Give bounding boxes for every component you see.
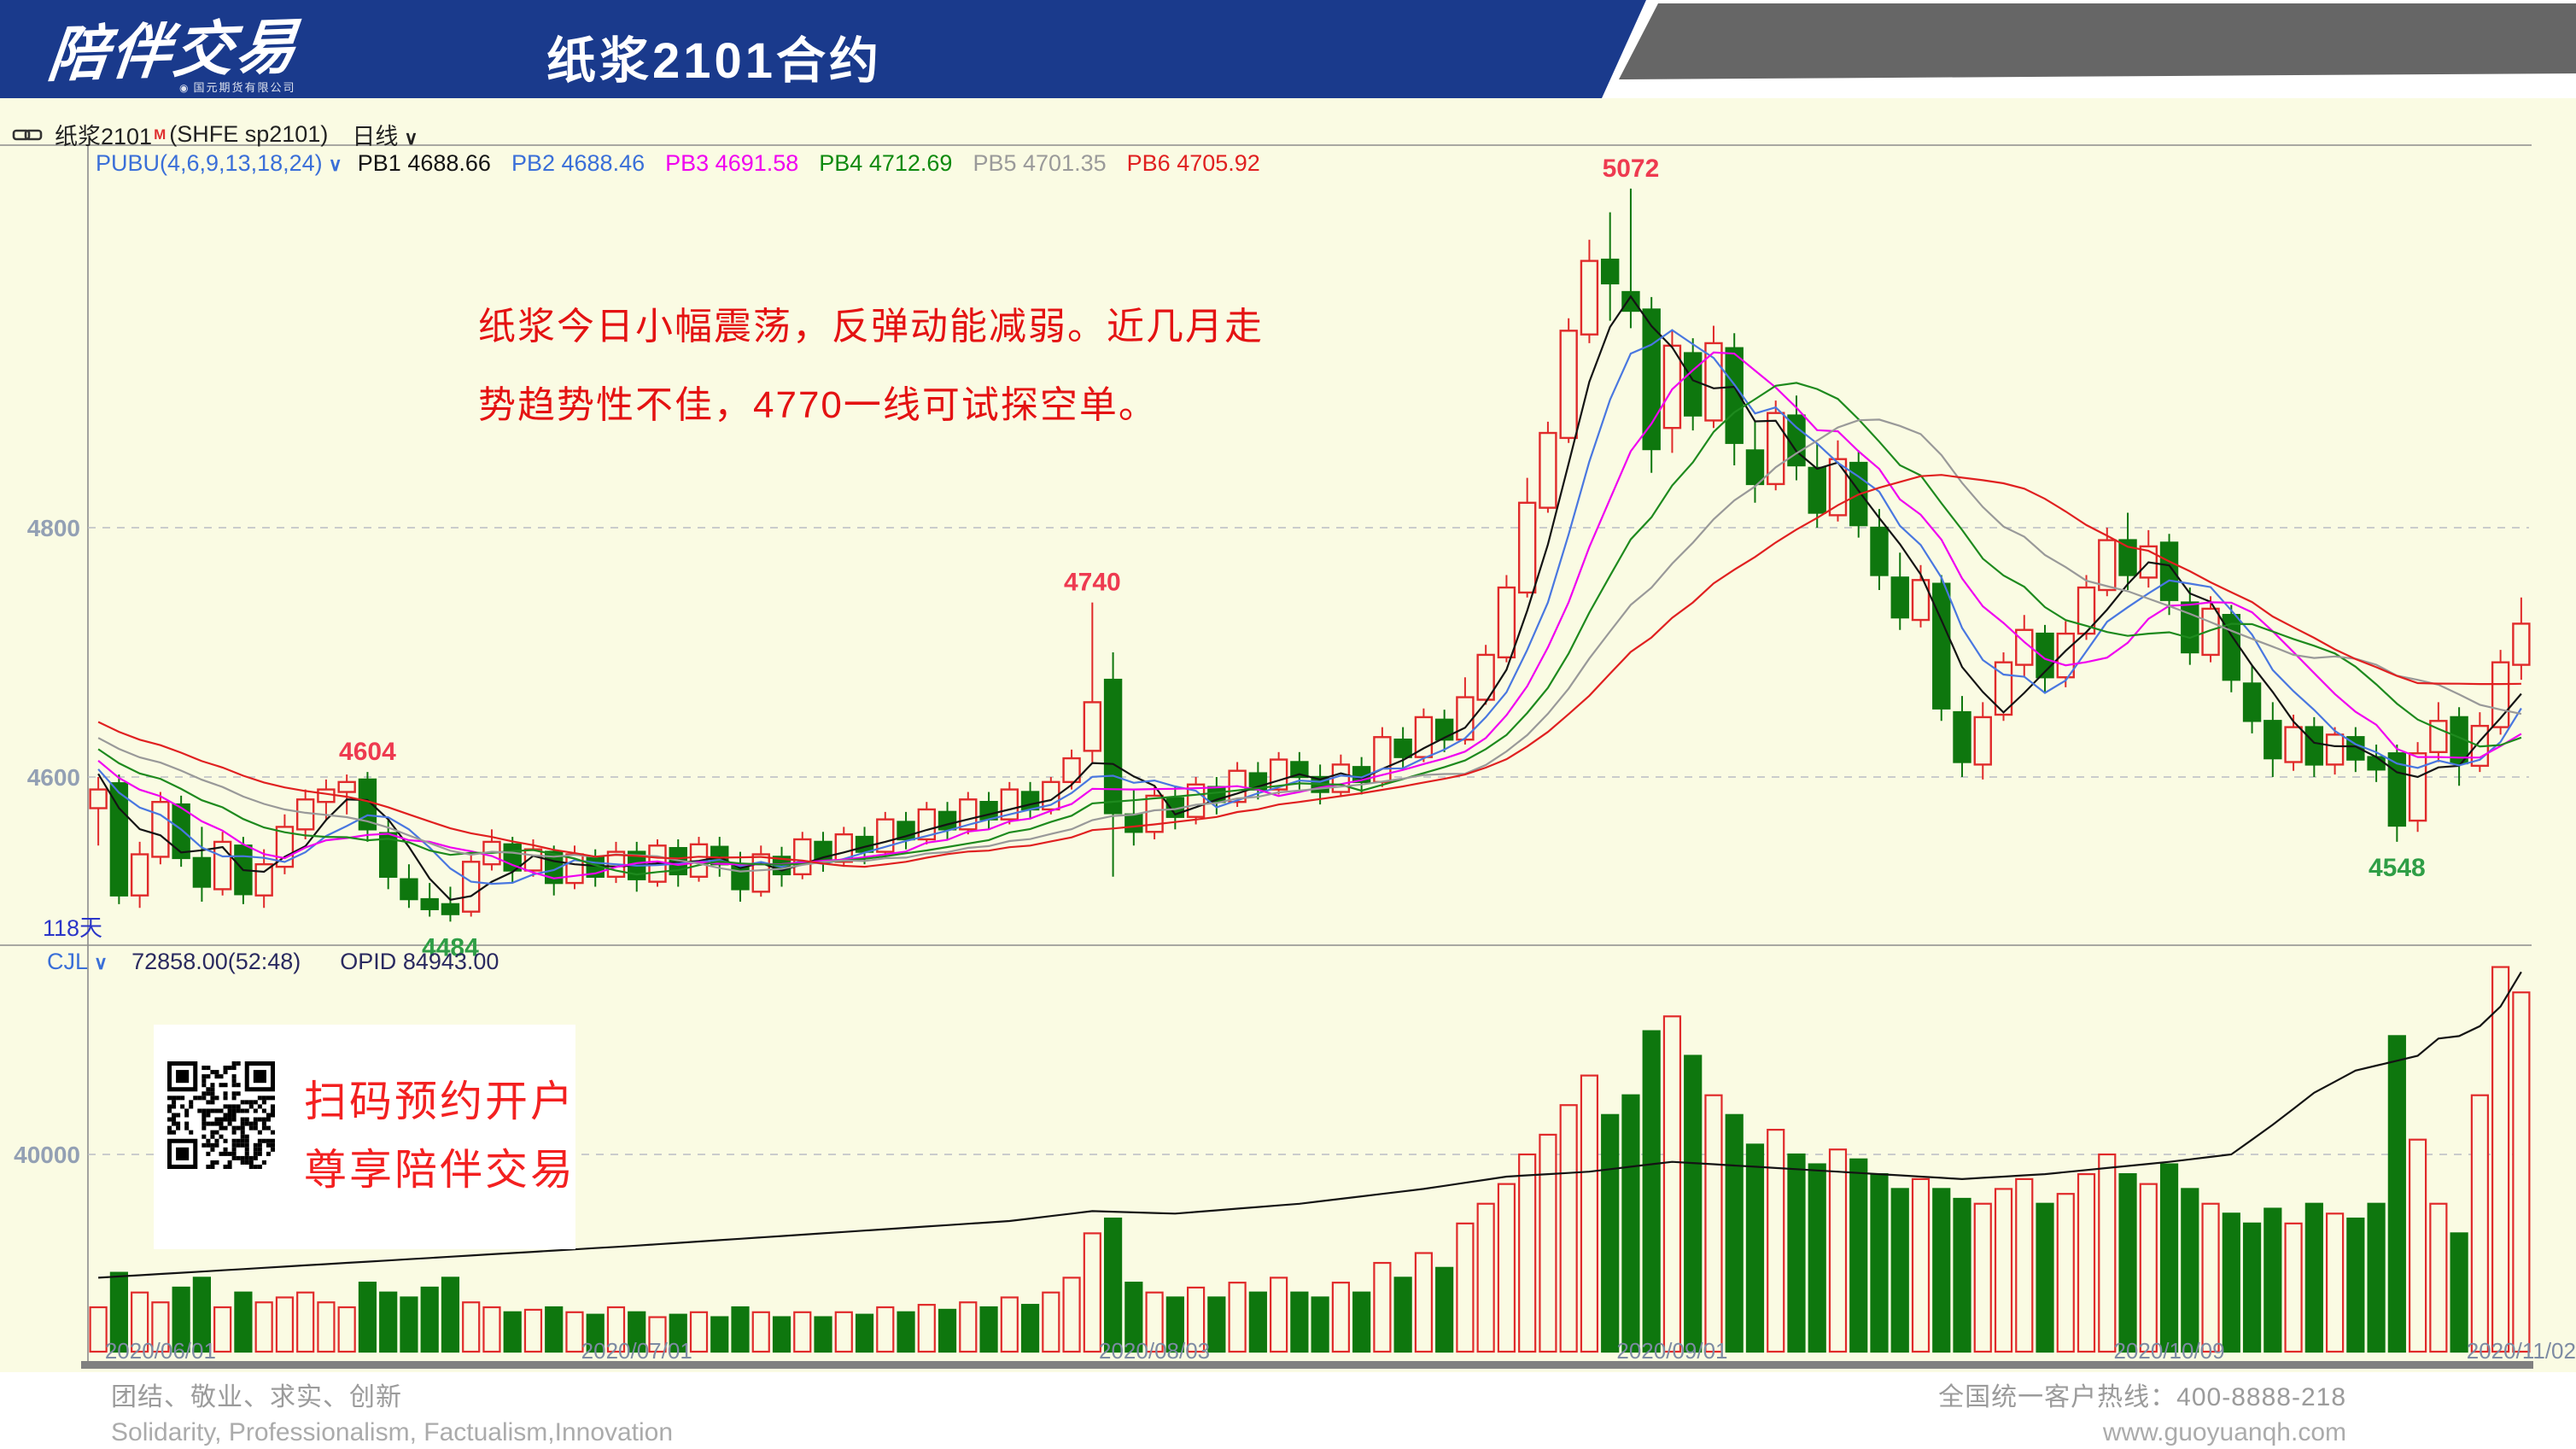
footer-motto-en: Solidarity, Professionalism, Factualism,… xyxy=(111,1418,674,1446)
footer-motto-cn: 团结、敬业、求实、创新 xyxy=(111,1383,402,1411)
analysis-note: 纸浆今日小幅震荡，反弹动能减弱。近几月走 势趋势性不佳，4770一线可试探空单。 xyxy=(478,288,1264,445)
link-icon[interactable] xyxy=(12,127,43,143)
qr-promo: 扫码预约开户 尊享陪伴交易 xyxy=(154,1025,575,1249)
main-contract-badge: M xyxy=(154,126,166,143)
instrument-name[interactable]: 纸浆2101 xyxy=(55,124,153,149)
svg-text:2020/11/02: 2020/11/02 xyxy=(2467,1338,2576,1364)
chart-titlebar: 纸浆2101 M (SHFE sp2101) 日线 ∨ xyxy=(12,118,418,151)
indicator-value-pb6: PB6 4705.92 xyxy=(1126,150,1260,176)
indicator-value-pb1: PB1 4688.66 xyxy=(357,150,491,176)
svg-text:5072: 5072 xyxy=(1603,155,1660,183)
chart-panel: 4800 4600 40000 4604 4484 4740 5072 4548 2020/06… xyxy=(0,98,2576,1372)
svg-text:40000: 40000 xyxy=(14,1142,80,1168)
footer-website: www.guoyuanqh.com xyxy=(2102,1418,2346,1446)
candlestick-chart[interactable]: 4800 4600 40000 4604 4484 4740 5072 4548 2020/06… xyxy=(0,98,2576,1372)
header: 陪伴交易 ◉ 国元期货有限公司 纸浆2101合约 xyxy=(0,0,1646,98)
svg-text:4484: 4484 xyxy=(422,933,479,961)
analysis-note-line2: 势趋势性不佳，4770一线可试探空单。 xyxy=(478,384,1158,426)
svg-text:2020/10/09: 2020/10/09 xyxy=(2113,1338,2224,1364)
company-seal-icon: ◉ xyxy=(179,82,190,94)
brand-logo-subtitle: ◉ 国元期货有限公司 xyxy=(179,81,296,94)
qr-promo-line2: 尊享陪伴交易 xyxy=(304,1146,575,1194)
svg-text:4604: 4604 xyxy=(339,738,396,766)
window-days-label: 118天 xyxy=(43,915,103,941)
chevron-down-icon: ∨ xyxy=(94,952,108,973)
indicator-value-pb5: PB5 4701.35 xyxy=(973,150,1107,176)
svg-text:4600: 4600 xyxy=(27,764,80,791)
footer: 团结、敬业、求实、创新 Solidarity, Professionalism,… xyxy=(0,1372,2576,1449)
volume-indicator-row: CJL ∨ 72858.00(52:48) OPID 84943.00 xyxy=(47,949,499,975)
svg-text:2020/08/03: 2020/08/03 xyxy=(1099,1338,1210,1364)
svg-text:4800: 4800 xyxy=(27,515,80,541)
svg-text:4548: 4548 xyxy=(2369,854,2426,882)
svg-text:4740: 4740 xyxy=(1064,569,1121,597)
period-selector[interactable]: 日线 ∨ xyxy=(352,124,418,149)
footer-hotline: 全国统一客户热线：400-8888-218 xyxy=(1938,1383,2346,1411)
opid-value: OPID 84943.00 xyxy=(340,949,499,974)
svg-text:2020/06/01: 2020/06/01 xyxy=(105,1338,216,1364)
qr-code xyxy=(167,1061,275,1169)
cjl-value: 72858.00(52:48) xyxy=(131,949,301,974)
indicator-name[interactable]: PUBU(4,6,9,13,18,24) ∨ xyxy=(96,150,342,176)
indicator-value-pb3: PB3 4691.58 xyxy=(665,150,799,176)
header-ribbon-decoration xyxy=(1619,3,2576,79)
indicator-row: PUBU(4,6,9,13,18,24) ∨ PB1 4688.66 PB2 46… xyxy=(96,150,1281,177)
indicator-value-pb4: PB4 4712.69 xyxy=(819,150,953,176)
instrument-code: (SHFE sp2101) xyxy=(169,121,329,147)
page-title: 纸浆2101合约 xyxy=(546,33,883,89)
cjl-indicator[interactable]: CJL ∨ xyxy=(47,949,108,974)
svg-text:2020/09/01: 2020/09/01 xyxy=(1616,1338,1727,1364)
svg-text:2020/07/01: 2020/07/01 xyxy=(581,1338,692,1364)
chevron-down-icon: ∨ xyxy=(404,127,418,149)
qr-promo-text: 扫码预约开户 尊享陪伴交易 xyxy=(304,1067,575,1249)
qr-promo-line1: 扫码预约开户 xyxy=(304,1078,575,1125)
indicator-value-pb2: PB2 4688.46 xyxy=(511,150,645,176)
chevron-down-icon: ∨ xyxy=(328,154,342,175)
analysis-note-line1: 纸浆今日小幅震荡，反弹动能减弱。近几月走 xyxy=(478,306,1264,348)
